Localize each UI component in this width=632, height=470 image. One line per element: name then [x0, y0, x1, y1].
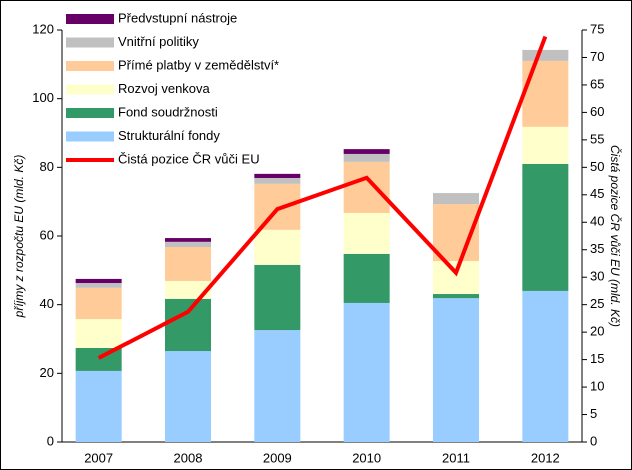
bar-segment [433, 261, 479, 295]
bar-segment [343, 149, 390, 154]
y-tick-label: 120 [32, 21, 54, 36]
x-tick-label: 2007 [84, 450, 113, 465]
y2-tick-label: 65 [590, 76, 604, 91]
bar-segment [254, 183, 301, 230]
y2-tick-label: 55 [590, 131, 604, 146]
bar-segment [75, 287, 122, 320]
line-series [97, 35, 548, 360]
bar-segment [522, 126, 569, 164]
y-tick-label: 80 [40, 159, 54, 174]
y-tick-label: 40 [40, 296, 54, 311]
x-tick-label: 2011 [442, 450, 470, 465]
legend-swatch [66, 108, 114, 118]
bar-segment [343, 153, 390, 162]
legend-label: Čistá pozice ČR vůči EU [118, 151, 260, 166]
bar-segment [343, 161, 390, 213]
y2-tick-label: 70 [590, 49, 604, 64]
y2-tick-label: 0 [590, 433, 597, 448]
x-tick-label: 2010 [352, 450, 381, 465]
y2-tick-label: 35 [590, 241, 604, 256]
bar-segment [165, 238, 211, 242]
legend-swatch [66, 131, 114, 142]
y2-tick-label: 10 [590, 379, 604, 394]
legend-label: Strukturální fondy [118, 128, 220, 143]
y-tick-label: 20 [40, 365, 54, 380]
legend-swatch [66, 37, 114, 48]
bar-segment [522, 290, 569, 442]
y2-tick-label: 45 [590, 186, 604, 201]
y2-tick-label: 40 [590, 214, 604, 229]
y2-tick-label: 75 [590, 21, 604, 36]
bar-segment [75, 278, 122, 284]
bar-segment [343, 212, 390, 254]
bar-segment [165, 298, 211, 352]
y-tick-label: 60 [40, 227, 54, 242]
bar-segment [165, 351, 211, 442]
bar-segment [75, 283, 122, 288]
bar-segment [433, 298, 479, 442]
bar-segment [254, 173, 301, 178]
legend-swatch [66, 61, 114, 71]
y-tick-label: 100 [32, 90, 54, 105]
y-axis-title: příjmy z rozpočtu EU (mld. Kč) [12, 155, 26, 319]
legend-label: Vnitřní politiky [118, 34, 199, 49]
bar-segment [343, 302, 390, 442]
bar-segment [433, 193, 479, 205]
legend-swatch [66, 14, 114, 24]
bar-segment [254, 177, 301, 184]
legend-label: Přímé platby v zemědělství* [118, 57, 279, 72]
bar-segment [522, 163, 569, 291]
bar-segment [254, 229, 301, 265]
x-tick-label: 2009 [263, 450, 292, 465]
bar-segment [165, 280, 211, 299]
legend-label: Fond soudržnosti [118, 104, 218, 119]
y2-tick-label: 60 [590, 104, 604, 119]
legend-label: Rozvoj venkova [118, 81, 211, 96]
y2-tick-label: 50 [590, 159, 604, 174]
bar-segment [522, 49, 569, 61]
bar-segment [522, 60, 569, 127]
bar-segment [343, 253, 390, 303]
y2-tick-label: 30 [590, 269, 604, 284]
y2-axis-title: Čistá pozice ČR vůči EU (mld. Kč) [608, 145, 623, 327]
y2-tick-label: 15 [590, 351, 604, 366]
bar-segment [75, 319, 122, 348]
y2-tick-label: 20 [590, 324, 604, 339]
bar-segment [254, 264, 301, 331]
legend-label: Předvstupní nástroje [118, 10, 237, 25]
legend-swatch [66, 84, 114, 95]
x-tick-label: 2008 [174, 450, 203, 465]
y2-tick-label: 25 [590, 296, 604, 311]
bar-segment [165, 241, 211, 247]
x-tick-label: 2012 [531, 450, 560, 465]
bar-segment [75, 370, 122, 442]
y-tick-label: 0 [47, 433, 54, 448]
y2-tick-label: 5 [590, 406, 597, 421]
bar-segment [254, 330, 301, 442]
bar-segment [433, 294, 479, 299]
bar-segment [165, 246, 211, 281]
